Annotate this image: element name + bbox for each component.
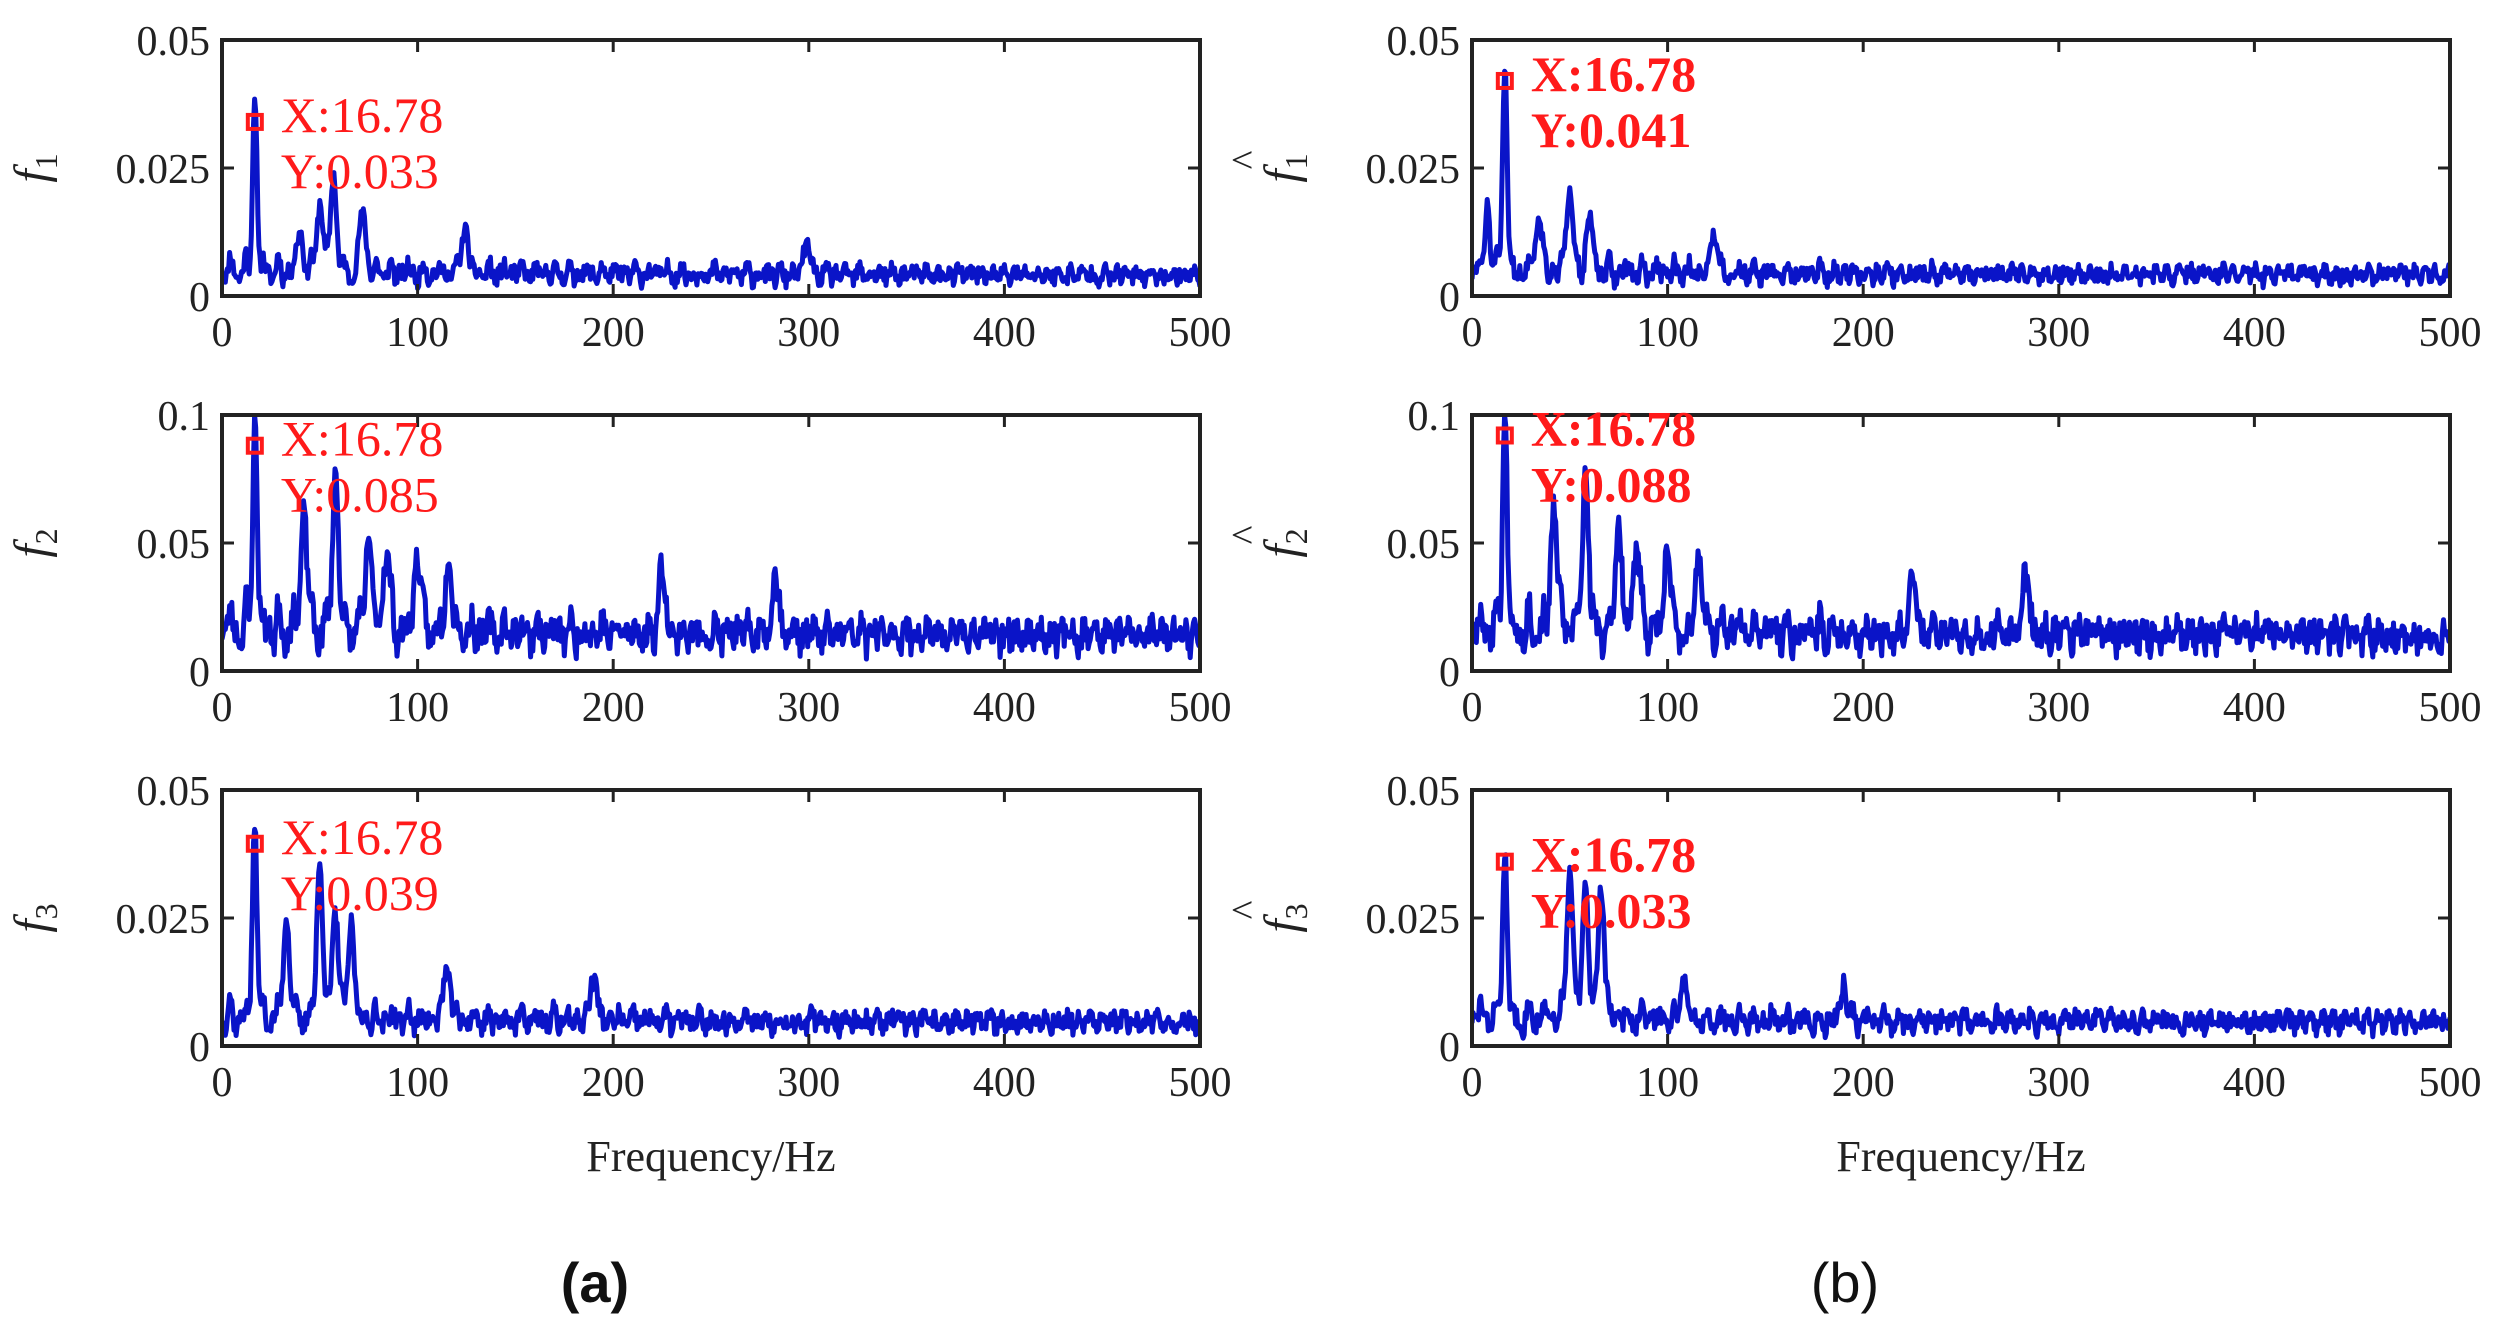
x-tick-label-a1-100: 100 [386, 310, 449, 356]
peak-marker-b1 [1495, 71, 1514, 90]
chart-panel-b1: 0 100 200 300 400 50000.0250.05f1^X:16.78Y:0.… [1223, 19, 2482, 356]
y-tick-label-a3-2: 0.05 [137, 769, 211, 815]
x-tick-label-a2-200: 200 [582, 685, 645, 731]
x-tick-label-a3-200: 200 [582, 1060, 645, 1106]
annotation-y-b2: Y:0.088 [1531, 456, 1692, 512]
y-axis-label-a1: f1 [5, 153, 64, 182]
x-tick-label-a3-0: 0 [212, 1060, 233, 1106]
x-tick-label-b1-500: 500 [2419, 310, 2482, 356]
x-tick-label-a3-100: 100 [386, 1060, 449, 1106]
y-tick-label-b3-0: 0 [1439, 1025, 1460, 1071]
y-tick-label-b1-0: 0 [1439, 275, 1460, 321]
annotation-x-b2: X:16.78 [1531, 400, 1696, 456]
annotation-x-a3: X:16.78 [281, 809, 444, 865]
x-tick-label-b2-400: 400 [2223, 685, 2286, 731]
y-tick-label-a2-1: 0.05 [137, 522, 211, 568]
x-tick-label-b2-500: 500 [2419, 685, 2482, 731]
annotation-y-a1: Y:0.033 [281, 143, 439, 199]
annotation-x-b1: X:16.78 [1531, 46, 1696, 102]
x-axis-title-b3: Frequency/Hz [1836, 1132, 2085, 1181]
y-tick-label-a1-1: 0.025 [116, 147, 211, 193]
y-tick-label-a1-0: 0 [189, 275, 210, 321]
x-tick-label-b3-400: 400 [2223, 1060, 2286, 1106]
y-tick-label-a3-0: 0 [189, 1025, 210, 1071]
chart-panel-b2: 0 100 200 300 400 50000.050.1f2^X:16.78Y:0.08… [1223, 394, 2482, 731]
y-axis-label-hat-b2: ^ [1223, 525, 1268, 544]
x-axis-title-a3: Frequency/Hz [586, 1132, 835, 1181]
x-tick-label-a2-100: 100 [386, 685, 449, 731]
y-tick-label-a2-2: 0.1 [158, 394, 211, 440]
y-axis-label-hat-b3: ^ [1223, 900, 1268, 919]
data-line-b1 [1472, 68, 2450, 291]
x-tick-label-b1-0: 0 [1462, 310, 1483, 356]
y-axis-label-hat-b1: ^ [1223, 150, 1268, 169]
chart-panel-b3: 0 100 200 300 400 50000.0250.05f3^Frequency/H… [1223, 769, 2482, 1181]
x-tick-label-a1-500: 500 [1169, 310, 1232, 356]
data-line-a2 [222, 415, 1200, 662]
annotation-y-b1: Y:0.041 [1531, 102, 1692, 158]
x-tick-label-b3-0: 0 [1462, 1060, 1483, 1106]
x-tick-label-b1-200: 200 [1832, 310, 1895, 356]
x-tick-label-a3-400: 400 [973, 1060, 1036, 1106]
x-tick-label-b3-300: 300 [2027, 1060, 2090, 1106]
y-tick-label-b3-2: 0.05 [1387, 769, 1461, 815]
x-tick-label-b2-100: 100 [1636, 685, 1699, 731]
y-tick-label-a1-2: 0.05 [137, 19, 211, 65]
x-tick-label-b3-500: 500 [2419, 1060, 2482, 1106]
y-axis-label-a2: f2 [5, 528, 64, 557]
x-tick-label-b3-100: 100 [1636, 1060, 1699, 1106]
y-tick-label-b2-2: 0.1 [1408, 394, 1461, 440]
x-tick-label-a2-500: 500 [1169, 685, 1232, 731]
annotation-x-b3: X:16.78 [1531, 827, 1696, 883]
annotation-y-b3: Y:0.033 [1531, 883, 1692, 939]
data-line-a1 [222, 96, 1200, 291]
x-tick-label-b2-300: 300 [2027, 685, 2090, 731]
x-tick-label-a2-400: 400 [973, 685, 1036, 731]
x-tick-label-a2-300: 300 [777, 685, 840, 731]
x-tick-label-b1-400: 400 [2223, 310, 2286, 356]
x-tick-label-b2-0: 0 [1462, 685, 1483, 731]
y-axis-label-a3: f3 [5, 903, 64, 932]
annotation-x-a2: X:16.78 [281, 411, 444, 467]
x-tick-label-b3-200: 200 [1832, 1060, 1895, 1106]
annotation-x-a1: X:16.78 [281, 87, 444, 143]
annotation-y-a3: Y:0.039 [281, 865, 439, 921]
x-tick-label-a1-400: 400 [973, 310, 1036, 356]
y-tick-label-b2-1: 0.05 [1387, 522, 1461, 568]
y-tick-label-b3-1: 0.025 [1366, 897, 1461, 943]
y-tick-label-a2-0: 0 [189, 650, 210, 696]
x-tick-label-a2-0: 0 [212, 685, 233, 731]
data-line-a3 [222, 826, 1200, 1040]
x-tick-label-b1-300: 300 [2027, 310, 2090, 356]
x-tick-label-b1-100: 100 [1636, 310, 1699, 356]
x-tick-label-a1-200: 200 [582, 310, 645, 356]
chart-panel-a2: 0 100 200 300 400 500 0 0.05 0.1 f2 X:16.78Y:0.085 [5, 394, 1232, 731]
peak-marker-b3 [1495, 852, 1514, 871]
caption-a: (a) [561, 1251, 629, 1314]
peak-marker-b2 [1495, 426, 1514, 445]
annotation-y-a2: Y:0.085 [281, 467, 439, 523]
chart-panel-a3: 0 100 200 300 400 500 0 0.025 0.05 f3 Frequency/Hz… [5, 769, 1232, 1181]
caption-b: (b) [1811, 1251, 1879, 1314]
x-tick-label-a1-0: 0 [212, 310, 233, 356]
peak-marker-a3 [245, 834, 264, 853]
peak-marker-a1 [245, 112, 264, 131]
peak-marker-a2 [245, 436, 264, 455]
x-tick-label-a1-300: 300 [777, 310, 840, 356]
data-line-b2 [1472, 415, 2450, 662]
data-line-b3 [1472, 852, 2450, 1041]
y-tick-label-a3-1: 0.025 [116, 897, 211, 943]
x-tick-label-a3-300: 300 [777, 1060, 840, 1106]
y-tick-label-b1-1: 0.025 [1366, 147, 1461, 193]
y-tick-label-b1-2: 0.05 [1387, 19, 1461, 65]
x-tick-label-b2-200: 200 [1832, 685, 1895, 731]
x-tick-label-a3-500: 500 [1169, 1060, 1232, 1106]
y-tick-label-b2-0: 0 [1439, 650, 1460, 696]
chart-panel-a1: 0 100 200 300 400 500 0 0.025 0.05 f1 X:16.78Y:0.0… [5, 19, 1232, 356]
